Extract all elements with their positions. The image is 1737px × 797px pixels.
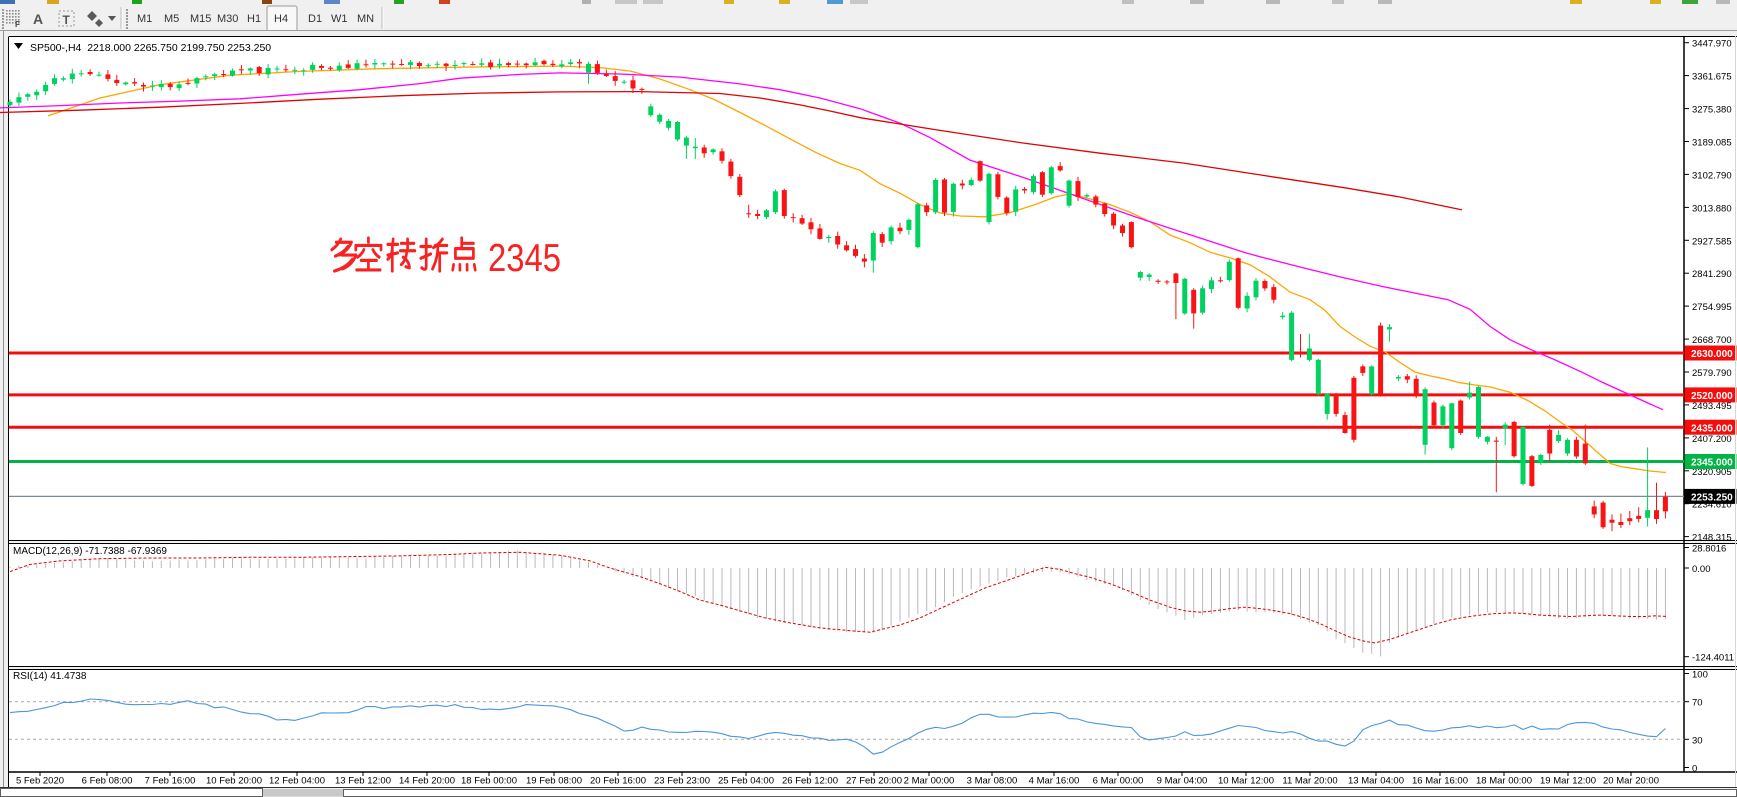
svg-text:-124.4011: -124.4011 bbox=[1692, 653, 1734, 664]
svg-text:2927.585: 2927.585 bbox=[1692, 236, 1732, 247]
svg-text:18 Mar 00:00: 18 Mar 00:00 bbox=[1476, 776, 1532, 787]
svg-text:3013.880: 3013.880 bbox=[1692, 203, 1732, 214]
svg-text:3275.380: 3275.380 bbox=[1692, 105, 1732, 116]
svg-text:3102.790: 3102.790 bbox=[1692, 170, 1732, 181]
svg-text:2345.000: 2345.000 bbox=[1691, 458, 1733, 469]
svg-text:M5: M5 bbox=[164, 13, 179, 25]
svg-text:M1: M1 bbox=[137, 13, 152, 25]
svg-text:F: F bbox=[15, 20, 20, 29]
svg-text:28.8016: 28.8016 bbox=[1692, 544, 1726, 555]
svg-text:3361.675: 3361.675 bbox=[1692, 72, 1732, 83]
svg-text:3189.085: 3189.085 bbox=[1692, 138, 1732, 149]
svg-text:14 Feb 20:00: 14 Feb 20:00 bbox=[399, 776, 455, 787]
svg-text:70: 70 bbox=[1692, 698, 1703, 709]
svg-text:2148.315: 2148.315 bbox=[1692, 533, 1732, 544]
svg-text:M30: M30 bbox=[217, 13, 238, 25]
svg-text:2320.905: 2320.905 bbox=[1692, 467, 1732, 478]
svg-text:D1: D1 bbox=[308, 13, 322, 25]
svg-text:RSI(14) 41.4738: RSI(14) 41.4738 bbox=[13, 671, 87, 682]
svg-text:MACD(12,26,9) -71.7388 -67.936: MACD(12,26,9) -71.7388 -67.9369 bbox=[13, 546, 167, 557]
svg-text:7 Feb 16:00: 7 Feb 16:00 bbox=[145, 776, 196, 787]
svg-text:18 Feb 00:00: 18 Feb 00:00 bbox=[461, 776, 517, 787]
svg-text:SP500-,H4 2218.000 2265.750 2: SP500-,H4 2218.000 2265.750 2199.750 225… bbox=[30, 42, 271, 54]
svg-text:20 Mar 20:00: 20 Mar 20:00 bbox=[1603, 776, 1659, 787]
svg-text:6 Feb 08:00: 6 Feb 08:00 bbox=[82, 776, 133, 787]
svg-text:2841.290: 2841.290 bbox=[1692, 269, 1732, 280]
svg-text:2253.250: 2253.250 bbox=[1691, 493, 1733, 504]
svg-text:10 Mar 12:00: 10 Mar 12:00 bbox=[1218, 776, 1274, 787]
svg-text:2754.995: 2754.995 bbox=[1692, 302, 1732, 313]
svg-text:9 Mar 04:00: 9 Mar 04:00 bbox=[1157, 776, 1208, 787]
svg-text:0: 0 bbox=[1692, 764, 1697, 775]
svg-text:2435.000: 2435.000 bbox=[1691, 423, 1733, 434]
svg-text:MN: MN bbox=[357, 13, 374, 25]
svg-text:12 Feb 04:00: 12 Feb 04:00 bbox=[269, 776, 325, 787]
svg-text:5 Feb 2020: 5 Feb 2020 bbox=[16, 776, 64, 787]
svg-text:2668.700: 2668.700 bbox=[1692, 335, 1732, 346]
svg-text:2520.000: 2520.000 bbox=[1691, 391, 1733, 402]
svg-text:10 Feb 20:00: 10 Feb 20:00 bbox=[206, 776, 262, 787]
svg-text:2234.610: 2234.610 bbox=[1692, 500, 1732, 511]
svg-text:6 Mar 00:00: 6 Mar 00:00 bbox=[1093, 776, 1144, 787]
svg-text:3447.970: 3447.970 bbox=[1692, 39, 1732, 50]
svg-text:2493.495: 2493.495 bbox=[1692, 401, 1732, 412]
svg-text:H1: H1 bbox=[247, 13, 261, 25]
svg-text:100: 100 bbox=[1692, 670, 1708, 681]
svg-text:30: 30 bbox=[1692, 735, 1703, 746]
svg-text:T: T bbox=[63, 13, 71, 27]
svg-text:20 Feb 16:00: 20 Feb 16:00 bbox=[590, 776, 646, 787]
svg-text:3 Mar 08:00: 3 Mar 08:00 bbox=[967, 776, 1018, 787]
svg-text:2345: 2345 bbox=[488, 237, 561, 280]
svg-text:M15: M15 bbox=[190, 13, 211, 25]
svg-text:H4: H4 bbox=[274, 13, 288, 25]
svg-text:19 Mar 12:00: 19 Mar 12:00 bbox=[1540, 776, 1596, 787]
svg-text:0.00: 0.00 bbox=[1692, 564, 1711, 575]
svg-text:13 Mar 04:00: 13 Mar 04:00 bbox=[1348, 776, 1404, 787]
svg-text:19 Feb 08:00: 19 Feb 08:00 bbox=[526, 776, 582, 787]
svg-text:25 Feb 04:00: 25 Feb 04:00 bbox=[718, 776, 774, 787]
svg-text:2579.790: 2579.790 bbox=[1692, 368, 1732, 379]
svg-text:2407.200: 2407.200 bbox=[1692, 434, 1732, 445]
svg-text:11 Mar 20:00: 11 Mar 20:00 bbox=[1282, 776, 1337, 787]
svg-text:13 Feb 12:00: 13 Feb 12:00 bbox=[335, 776, 391, 787]
svg-text:23 Feb 23:00: 23 Feb 23:00 bbox=[654, 776, 710, 787]
svg-text:A: A bbox=[33, 11, 43, 27]
svg-text:2 Mar 00:00: 2 Mar 00:00 bbox=[904, 776, 955, 787]
svg-text:27 Feb 20:00: 27 Feb 20:00 bbox=[846, 776, 902, 787]
svg-text:26 Feb 12:00: 26 Feb 12:00 bbox=[782, 776, 838, 787]
svg-text:4 Mar 16:00: 4 Mar 16:00 bbox=[1029, 776, 1080, 787]
svg-text:W1: W1 bbox=[331, 13, 348, 25]
svg-text:2630.000: 2630.000 bbox=[1691, 349, 1733, 360]
svg-text:16 Mar 16:00: 16 Mar 16:00 bbox=[1412, 776, 1468, 787]
